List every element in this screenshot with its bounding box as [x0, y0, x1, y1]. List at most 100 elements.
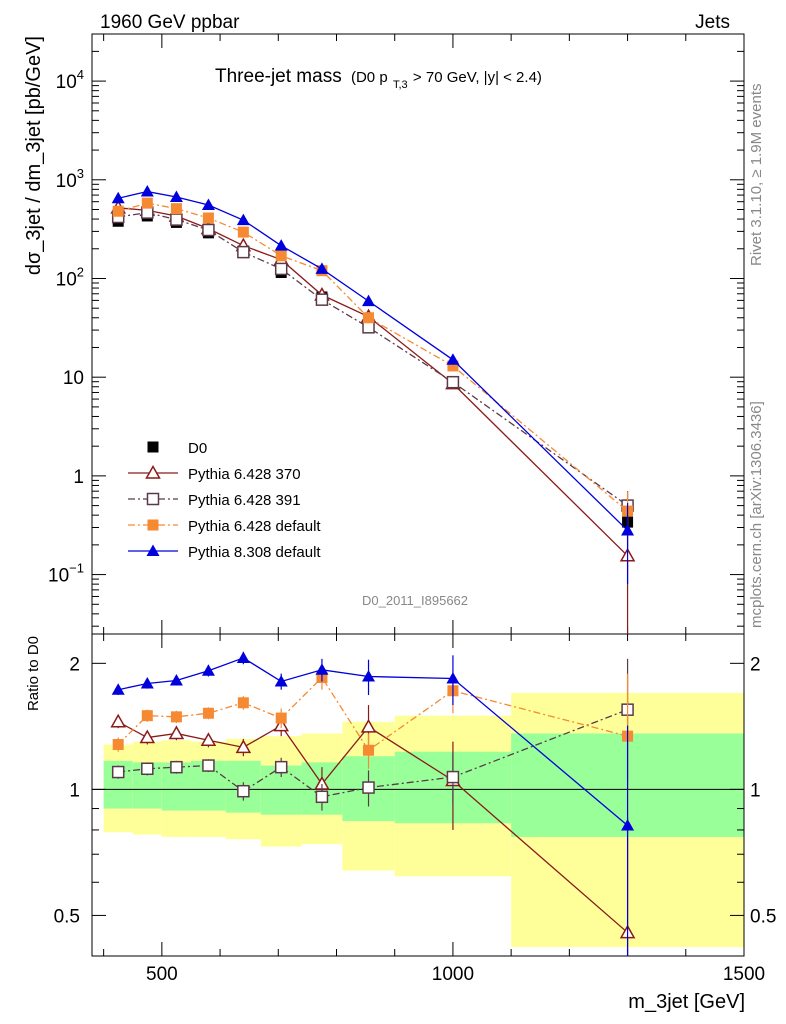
legend-label-p6def: Pythia 6.428 default [188, 518, 321, 535]
top-point-p8def-4 [236, 213, 250, 226]
legend-label-p8def: Pythia 8.308 default [188, 544, 321, 561]
y1-tick-label-2: 10 [63, 368, 84, 389]
ratio-point-p370-4 [235, 739, 252, 754]
ratio-point-p391-8 [446, 770, 460, 784]
uncertainty-bands [103, 692, 744, 948]
ratio-point-p370-7 [360, 718, 377, 733]
top-point-p391-7 [362, 321, 375, 334]
top-point-p8def-7 [362, 294, 376, 307]
y2-tick-label-2: 2 [69, 654, 80, 675]
header-left: 1960 GeV ppbar [100, 12, 240, 33]
ratio-series-p8def [111, 651, 635, 956]
y2-tick-label-r-1: 1 [750, 780, 761, 801]
ratio-point-p8def-4 [236, 651, 250, 663]
ratio-point-p8def-5 [274, 674, 288, 687]
legend: D0 Pythia 6.428 370 Pythia 6.428 391 Pythia… [128, 440, 321, 561]
top-point-p6def-4 [237, 226, 249, 238]
top-y-axis-label: dσ_3jet / dm_3jet [pb/GeV] [23, 36, 45, 275]
ratio-point-p391-2 [170, 760, 183, 774]
ratio-point-p391-1 [141, 762, 154, 776]
top-point-p391-5 [274, 262, 288, 276]
legend-marker-p6def [147, 519, 159, 531]
y1-tick-exp-0: −1 [69, 561, 84, 576]
top-point-p8def-9 [621, 523, 635, 536]
top-point-p6def-1 [141, 197, 153, 209]
legend-marker-p370 [145, 464, 161, 479]
top-point-p391-8 [446, 375, 460, 389]
ratio-point-p8def-0 [111, 683, 125, 695]
top-point-p8def-3 [201, 198, 215, 211]
ratio-point-p8def-9 [621, 818, 635, 831]
y1-tick-base-3: 10 [56, 269, 77, 290]
top-line-p8def [118, 190, 629, 531]
ratio-point-p391-3 [202, 759, 215, 772]
mcplots-label: mcplots.cern.ch [arXiv:1306.3436] [748, 401, 765, 628]
chart-title: Three-jet mass (D0 p T,3 > 70 GeV, |y| <… [215, 66, 542, 93]
ratio-point-p6def-2 [170, 711, 182, 723]
ratio-point-p6def-5 [275, 712, 287, 724]
legend-marker-D0 [147, 441, 159, 453]
ratio-point-p391-5 [274, 760, 288, 774]
plot-marks [110, 185, 636, 956]
y1-tick-label-0: 10−1 [48, 561, 84, 587]
top-point-p8def-5 [274, 239, 288, 251]
top-point-p391-6 [315, 293, 329, 306]
top-series-p6def [112, 197, 634, 538]
ratio-point-p8def-7 [362, 670, 376, 682]
x-tick-label-1500: 1500 [723, 964, 765, 985]
y2-tick-label-1: 1 [69, 780, 80, 801]
y2-tick-label-r-0.5: 0.5 [750, 906, 776, 927]
top-line-p370 [118, 207, 629, 557]
bottom-y-axis-label: Ratio to D0 [25, 636, 42, 711]
chart-title-main: Three-jet mass [215, 66, 342, 87]
legend-label-D0: D0 [188, 440, 207, 457]
ratio-point-p8def-2 [169, 673, 183, 686]
ratio-line-p8def [118, 657, 628, 826]
top-line-p6def [118, 202, 628, 512]
legend-label-p391: Pythia 6.428 391 [188, 492, 301, 509]
top-line-p391 [118, 211, 628, 507]
ratio-point-p6def-3 [202, 707, 214, 719]
y1-tick-base-4: 10 [56, 171, 77, 192]
analysis-watermark: D0_2011_I895662 [362, 593, 468, 608]
ratio-point-p370-0 [110, 713, 126, 728]
x-tick-label-500: 500 [146, 964, 178, 985]
rivet-label: Rivet 3.1.10, ≥ 1.9M events [748, 84, 765, 267]
ratio-point-p8def-3 [201, 664, 215, 676]
x-axis-label: m_3jet [GeV] [628, 991, 745, 1013]
top-point-p391-3 [202, 223, 215, 237]
y1-tick-label-4: 103 [56, 166, 84, 192]
y1-tick-exp-4: 3 [77, 166, 84, 181]
chart-title-sub-subscript: T,3 [393, 79, 408, 91]
ratio-point-p391-7 [362, 781, 375, 794]
ratio-point-p391-6 [315, 790, 329, 804]
ratio-point-p391-0 [111, 765, 125, 779]
top-point-p6def-5 [275, 250, 287, 262]
ratio-line-p370 [117, 721, 628, 934]
ratio-point-p6def-7 [363, 744, 375, 756]
top-point-p6def-0 [112, 205, 124, 217]
y1-tick-base-0: 10 [48, 566, 69, 587]
top-point-p8def-1 [140, 185, 154, 197]
ratio-point-p391-4 [237, 784, 250, 798]
top-point-p8def-6 [315, 262, 329, 274]
legend-marker-p391 [146, 492, 160, 506]
ratio-point-p370-2 [168, 725, 185, 740]
ratio-point-p6def-1 [141, 710, 153, 722]
ratio-point-p8def-1 [140, 676, 154, 689]
y1-tick-exp-5: 4 [77, 67, 84, 82]
ratio-line-p391 [118, 709, 628, 798]
ratio-point-p370-3 [200, 732, 217, 747]
y1-tick-exp-3: 2 [77, 264, 84, 279]
top-point-p8def-0 [111, 191, 125, 204]
y1-tick-label-5: 104 [56, 67, 84, 93]
top-point-p391-1 [141, 206, 154, 219]
top-series-p391 [111, 206, 634, 536]
y1-tick-base-5: 10 [56, 72, 77, 93]
ratio-point-p6def-4 [237, 697, 249, 709]
legend-marker-p8def [146, 544, 160, 556]
top-point-p8def-2 [169, 190, 183, 202]
top-point-p6def-3 [202, 212, 214, 224]
top-point-p8def-8 [446, 353, 460, 365]
